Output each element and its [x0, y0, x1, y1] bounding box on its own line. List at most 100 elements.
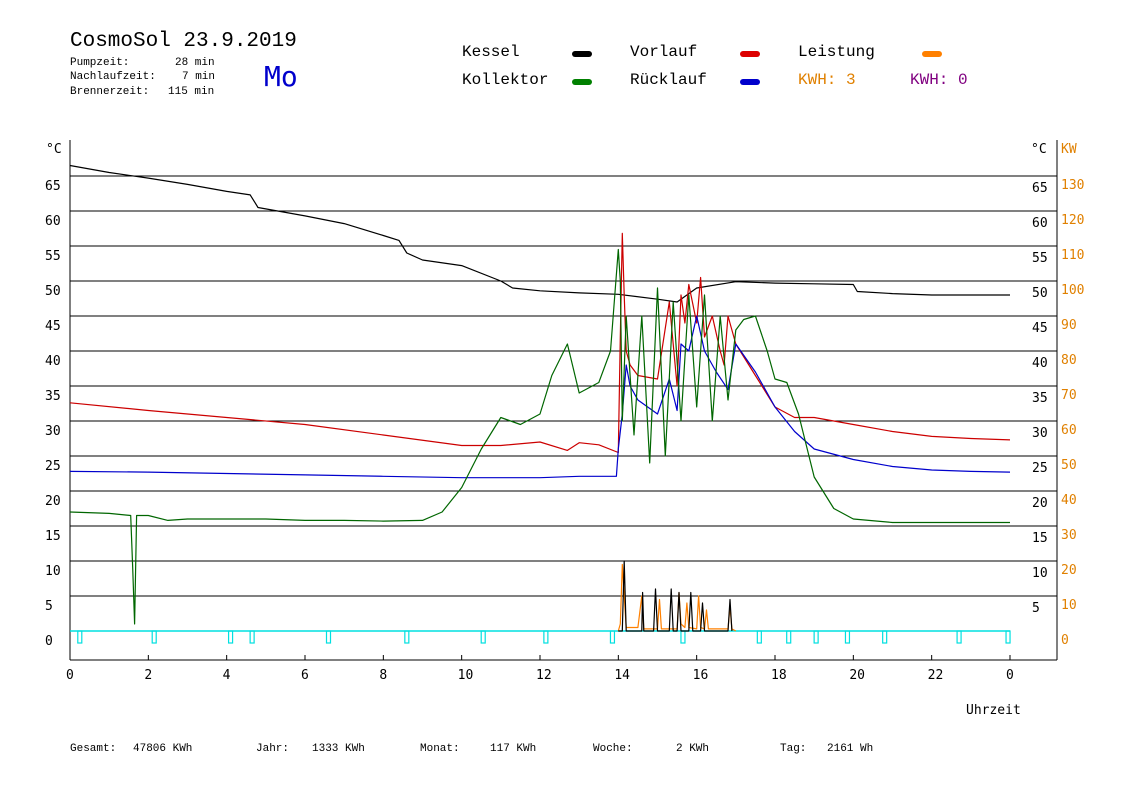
y-right-power-tick-label: 100 — [1061, 283, 1084, 298]
pump-pulse — [680, 630, 686, 644]
y-left-tick-label: 40 — [45, 354, 61, 369]
footer-label-jahr: Jahr: — [256, 743, 290, 755]
y-right-power-tick-label: 0 — [1061, 633, 1069, 648]
pump-pulse — [480, 630, 486, 644]
y-right-temp-tick-label: 45 — [1032, 321, 1048, 336]
pump-pulse — [882, 630, 888, 644]
pump-pulse — [325, 630, 332, 644]
footer-value-jahr: 1333 KWh — [312, 743, 365, 755]
stat-value-nachlaufzeit: 7 min — [182, 71, 216, 83]
y-right-power-unit: KW — [1061, 142, 1077, 157]
x-tick-label: 20 — [849, 668, 865, 683]
pump-pulse — [1005, 630, 1011, 644]
series-line-brenner — [618, 560, 733, 632]
legend-swatch-ruecklauf — [740, 79, 760, 85]
stat-value-pumpzeit: 28 min — [175, 57, 215, 69]
pump-pulse — [813, 630, 819, 644]
pump-pulse — [227, 630, 234, 644]
pump-pulse — [956, 630, 962, 644]
x-tick-label: 0 — [1006, 668, 1014, 683]
y-right-power-tick-label: 130 — [1061, 178, 1084, 193]
y-right-power-tick-label: 80 — [1061, 353, 1077, 368]
legend-label-ruecklauf: Rücklauf — [630, 71, 707, 89]
series-line-kessel — [69, 164, 1010, 303]
y-left-tick-label: 5 — [45, 599, 53, 614]
y-right-power-tick-label: 20 — [1061, 563, 1077, 578]
footer-value-gesamt: 47806 KWh — [133, 743, 193, 755]
y-left-tick-label: 55 — [45, 249, 61, 264]
y-right-temp-tick-label: 15 — [1032, 531, 1048, 546]
legend-label-kollektor: Kollektor — [462, 71, 549, 89]
y-left-tick-label: 65 — [45, 179, 61, 194]
x-tick-label: 6 — [301, 668, 309, 683]
y-right-temp-tick-label: 60 — [1032, 216, 1048, 231]
series-line-kollektor — [69, 248, 1010, 625]
y-right-temp-tick-label: 25 — [1032, 461, 1048, 476]
y-left-tick-label: 35 — [45, 389, 61, 404]
legend-swatch-kessel — [572, 51, 592, 57]
stat-label-brennerzeit: Brennerzeit: — [70, 86, 150, 98]
stat-label-nachlaufzeit: Nachlaufzeit: — [70, 71, 156, 83]
y-right-power-tick-label: 40 — [1061, 493, 1077, 508]
x-tick-label: 4 — [223, 668, 231, 683]
legend-swatch-kollektor — [572, 79, 592, 85]
y-right-temp-tick-label: 20 — [1032, 496, 1048, 511]
y-right-temp-tick-label: 65 — [1032, 181, 1048, 196]
x-tick-label: 12 — [536, 668, 552, 683]
footer-label-gesamt: Gesamt: — [70, 743, 117, 755]
y-right-power-tick-label: 110 — [1061, 248, 1084, 263]
pump-pulse — [844, 630, 851, 644]
y-right-power-tick-label: 70 — [1061, 388, 1077, 403]
pump-pulse — [151, 630, 157, 644]
y-left-unit: °C — [46, 142, 62, 157]
legend-label-kessel: Kessel — [462, 43, 520, 61]
y-left-tick-label: 50 — [45, 284, 61, 299]
y-right-power-tick-label: 50 — [1061, 458, 1077, 473]
y-right-temp-tick-label: 35 — [1032, 391, 1048, 406]
y-right-temp-tick-label: 10 — [1032, 566, 1048, 581]
series-layer — [69, 164, 1011, 644]
footer-value-tag: 2161 Wh — [827, 743, 874, 755]
footer-label-tag: Tag: — [780, 743, 807, 755]
y-right-temp-tick-label: 5 — [1032, 601, 1040, 616]
weekday-label: Mo — [264, 60, 298, 93]
x-tick-label: 22 — [928, 668, 944, 683]
legend-swatch-leistung — [922, 51, 942, 57]
footer-label-woche: Woche: — [593, 743, 633, 755]
x-tick-label: 14 — [614, 668, 630, 683]
x-tick-label: 8 — [379, 668, 387, 683]
y-right-power-tick-label: 10 — [1061, 598, 1077, 613]
pump-pulse — [609, 630, 616, 644]
pump-pulse — [543, 630, 549, 644]
y-left-tick-label: 10 — [45, 564, 61, 579]
footer-label-monat: Monat: — [420, 743, 460, 755]
y-right-temp-unit: °C — [1031, 142, 1047, 157]
legend-label-leistung: Leistung — [798, 43, 875, 61]
y-right-power-tick-label: 120 — [1061, 213, 1084, 228]
pump-pulse — [786, 630, 792, 644]
legend-kwh-orange: KWH: 3 — [798, 71, 856, 89]
x-tick-label: 10 — [458, 668, 474, 683]
y-right-temp-tick-label: 30 — [1032, 426, 1048, 441]
y-right-temp-tick-label: 40 — [1032, 356, 1048, 371]
pump-pulse — [756, 630, 762, 644]
tick-layer: 0510152025303540455055606551015202530354… — [45, 178, 1084, 683]
y-right-temp-tick-label: 55 — [1032, 251, 1048, 266]
legend-kwh-purple: KWH: 0 — [910, 71, 968, 89]
footer-value-monat: 117 KWh — [490, 743, 537, 755]
series-line-vorlauf — [69, 232, 1011, 454]
x-tick-label: 16 — [693, 668, 709, 683]
stat-value-brennerzeit: 115 min — [168, 86, 215, 98]
stat-label-pumpzeit: Pumpzeit: — [70, 57, 130, 69]
y-right-power-tick-label: 30 — [1061, 528, 1077, 543]
y-left-tick-label: 60 — [45, 214, 61, 229]
legend-label-vorlauf: Vorlauf — [630, 43, 698, 61]
y-left-tick-label: 45 — [45, 319, 61, 334]
y-right-temp-tick-label: 50 — [1032, 286, 1048, 301]
y-right-power-tick-label: 60 — [1061, 423, 1077, 438]
x-tick-label: 2 — [144, 668, 152, 683]
x-tick-label: 18 — [771, 668, 787, 683]
y-left-tick-label: 25 — [45, 459, 61, 474]
pump-pulse — [249, 630, 255, 644]
